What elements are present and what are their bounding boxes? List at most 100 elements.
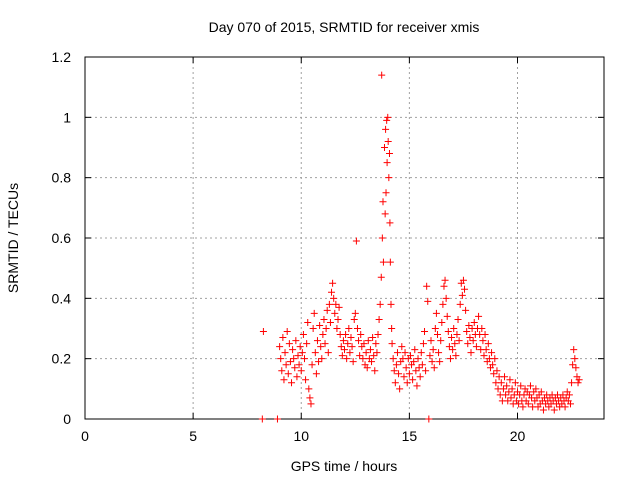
data-point <box>335 303 343 311</box>
data-point <box>415 364 423 372</box>
data-point <box>470 318 478 326</box>
data-point <box>515 400 523 408</box>
data-point <box>273 415 281 423</box>
tick-layer: 0 5 10 15 20 0 0.2 0.4 0.6 0.8 1 1.2 <box>52 49 604 444</box>
y-tick-label: 1 <box>63 109 71 125</box>
data-point <box>508 385 516 393</box>
data-point <box>565 391 573 399</box>
data-point <box>507 394 515 402</box>
data-point <box>450 325 458 332</box>
data-point <box>387 300 395 308</box>
data-point <box>281 349 289 357</box>
data-point <box>395 370 403 378</box>
data-point <box>569 361 577 369</box>
data-point <box>290 355 298 363</box>
data-point <box>488 349 496 357</box>
data-point <box>413 382 421 390</box>
data-point <box>294 352 302 360</box>
data-point <box>428 358 436 366</box>
data-point <box>308 361 316 369</box>
data-point <box>350 315 358 323</box>
data-point <box>389 355 397 363</box>
data-point <box>302 376 310 384</box>
data-point <box>311 349 319 357</box>
data-point <box>278 367 286 375</box>
x-tick-label: 5 <box>189 428 197 444</box>
data-point <box>291 364 299 372</box>
data-point <box>429 346 437 354</box>
data-point <box>306 394 314 402</box>
data-point <box>371 367 379 375</box>
data-point <box>572 364 580 372</box>
x-tick-label: 15 <box>402 428 418 444</box>
data-point <box>381 210 389 218</box>
y-tick-label: 0.2 <box>52 351 72 367</box>
data-point <box>386 219 394 227</box>
data-point <box>539 406 547 414</box>
data-point <box>445 343 453 351</box>
data-point <box>532 385 540 393</box>
data-point <box>284 370 292 378</box>
data-point <box>497 379 505 387</box>
data-point <box>337 343 345 351</box>
data-point <box>345 325 353 332</box>
data-point <box>310 309 318 317</box>
data-point <box>360 340 368 348</box>
data-point <box>414 355 422 363</box>
data-point <box>478 325 486 332</box>
data-point <box>461 285 469 293</box>
data-point <box>342 331 350 339</box>
data-point <box>369 334 377 342</box>
data-point <box>283 328 291 336</box>
data-point <box>296 343 304 351</box>
data-point <box>467 349 475 357</box>
data-point <box>421 328 429 336</box>
data-point <box>366 346 374 354</box>
data-point <box>382 125 390 133</box>
data-point <box>499 385 507 393</box>
data-point <box>349 358 357 366</box>
data-point <box>451 340 459 348</box>
data-point <box>446 355 454 363</box>
data-point <box>325 300 333 308</box>
data-point <box>439 300 447 308</box>
data-point <box>454 315 462 323</box>
data-point <box>347 334 355 342</box>
data-point <box>459 276 467 284</box>
data-point <box>472 343 480 351</box>
data-point <box>423 282 431 290</box>
data-point <box>346 349 354 357</box>
data-point <box>303 340 311 348</box>
data-point <box>352 237 360 245</box>
y-tick-label: 0.8 <box>52 170 72 186</box>
data-point <box>417 349 425 357</box>
data-point <box>489 361 497 369</box>
data-point <box>458 291 466 299</box>
data-point <box>338 352 346 360</box>
data-point <box>330 294 338 302</box>
data-point <box>355 337 363 345</box>
data-point <box>426 352 434 360</box>
data-point <box>320 315 328 323</box>
data-point <box>359 355 367 363</box>
data-point <box>339 337 347 345</box>
data-point <box>324 349 332 357</box>
data-point <box>566 400 574 408</box>
data-point <box>503 382 511 390</box>
y-axis-title: SRMTID / TECUs <box>5 183 21 293</box>
x-axis-title: GPS time / hours <box>291 458 398 474</box>
data-point <box>504 397 512 405</box>
data-point <box>427 337 435 345</box>
data-point <box>410 358 418 366</box>
data-point <box>285 340 293 348</box>
data-point <box>561 403 569 411</box>
data-point <box>432 309 440 317</box>
data-point <box>295 361 303 369</box>
data-point <box>259 328 267 336</box>
data-point <box>448 334 456 342</box>
data-point <box>442 294 450 302</box>
data-point <box>511 379 519 387</box>
data-point <box>435 349 443 357</box>
data-point <box>326 318 334 326</box>
